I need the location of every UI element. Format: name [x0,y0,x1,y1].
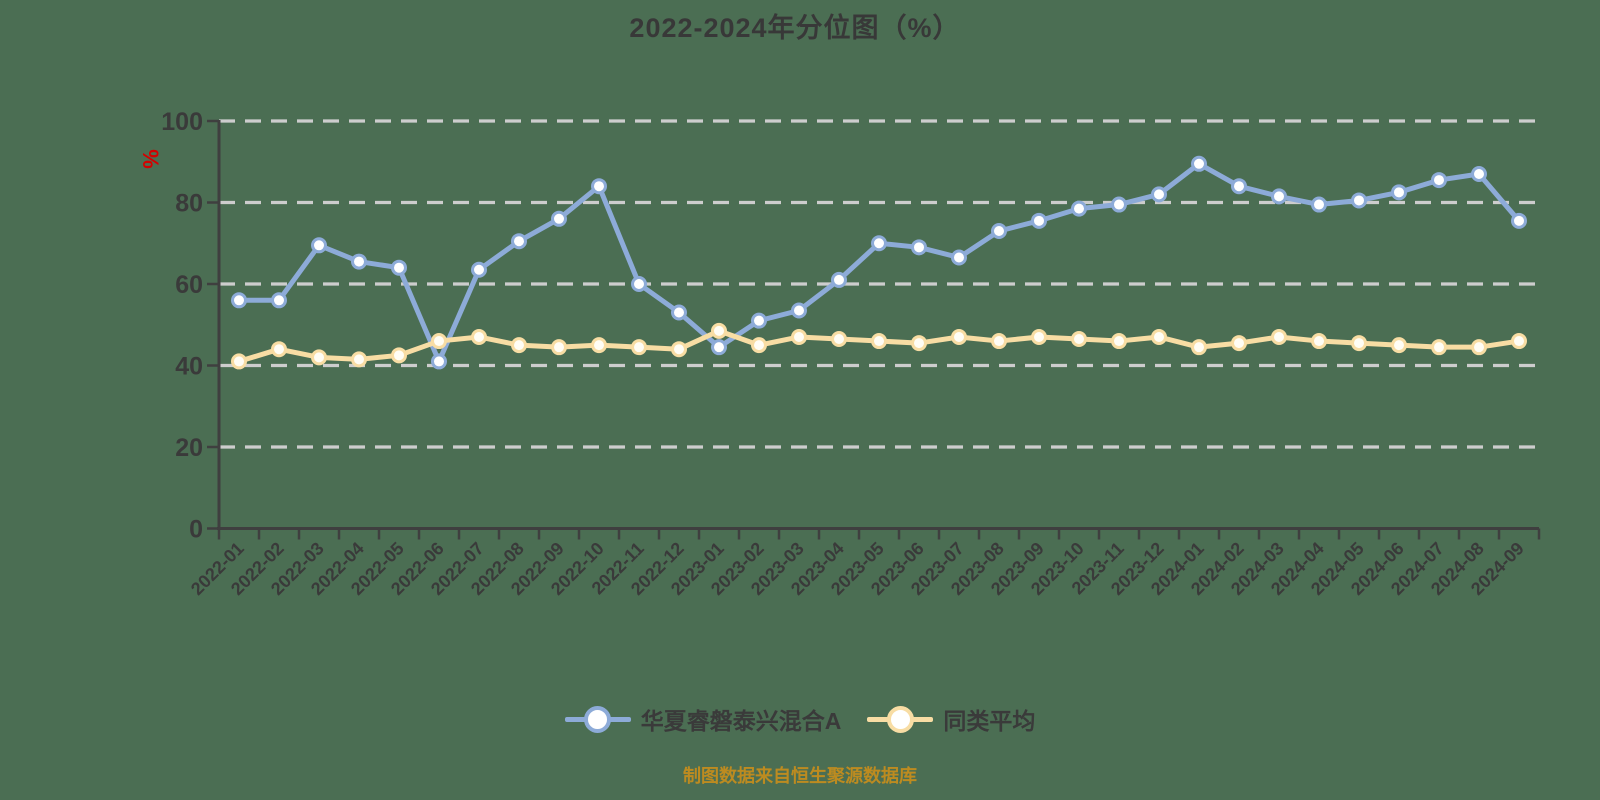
data-point [1031,212,1047,229]
data-point [1311,196,1327,213]
line-circle-marker-icon [564,705,631,733]
data-point [631,276,647,292]
data-point [1391,184,1407,201]
series-同类平均 [231,322,1527,370]
data-point [791,328,807,345]
data-point [311,237,327,254]
data-point [831,271,847,288]
data-point [791,302,807,319]
data-point [751,312,767,329]
data-point [1151,186,1167,203]
data-point [991,333,1007,350]
data-point [911,239,927,256]
data-point [1191,339,1207,356]
data-point [1511,333,1527,350]
data-point [591,178,607,195]
chart-legend: 华夏睿磐泰兴混合A 同类平均 [0,702,1600,736]
legend-item-fund[interactable]: 华夏睿磐泰兴混合A [564,702,842,736]
data-point [311,349,327,366]
data-point [1351,335,1367,352]
y-tick-label: 60 [175,271,203,299]
y-tick-label: 80 [175,190,203,218]
data-point [831,331,847,348]
data-point [1271,188,1287,205]
data-point [391,347,407,364]
data-point [271,292,287,309]
data-point [1071,200,1087,217]
y-tick-label: 20 [175,434,203,462]
data-point [951,249,967,266]
data-point [231,353,247,370]
data-point [871,333,887,350]
data-point [871,235,887,252]
data-point [471,328,487,345]
data-point [1231,335,1247,352]
series-华夏睿磐泰兴混合A [231,155,1527,370]
data-point [1231,178,1247,195]
data-source-note: 制图数据来自恒生聚源数据库 [683,766,917,786]
data-point [1351,192,1367,209]
legend-label: 同类平均 [943,708,1036,734]
series-line [236,161,1522,364]
data-point [351,351,367,368]
data-point [511,233,527,250]
legend-label: 华夏睿磐泰兴混合A [640,708,842,734]
data-point [1191,155,1207,172]
line-circle-marker-icon [867,705,934,733]
data-point [671,341,687,358]
y-tick-label: 100 [161,108,203,136]
data-point [1271,328,1287,345]
data-point [551,210,567,227]
data-point [591,337,607,354]
data-point [351,253,367,270]
data-point [1111,333,1127,350]
data-point [471,261,487,278]
data-point [431,353,447,370]
data-point [1431,339,1447,356]
data-point [1471,165,1487,182]
data-point [951,328,967,345]
data-point [991,223,1007,240]
data-point [391,259,407,276]
data-point [431,333,447,350]
data-point [631,339,647,356]
data-point [1031,328,1047,345]
data-point [911,335,927,352]
data-point [271,341,287,358]
data-point [1151,328,1167,345]
data-point [671,304,687,321]
y-tick-label: 40 [175,353,203,381]
data-point [1311,333,1327,350]
data-point [1471,339,1487,356]
legend-item-category-average[interactable]: 同类平均 [867,702,1035,736]
data-point [511,337,527,354]
data-point [1431,172,1447,189]
data-point [1391,337,1407,354]
data-point [231,292,247,309]
data-point [1111,196,1127,213]
data-point [1071,331,1087,348]
data-point [711,339,727,356]
data-point [751,337,767,354]
y-tick-label: 0 [189,516,203,544]
data-point [551,339,567,356]
data-point [1511,212,1527,229]
chart-title: 2022-2024年分位图（%） [629,13,961,43]
data-point [711,322,727,339]
